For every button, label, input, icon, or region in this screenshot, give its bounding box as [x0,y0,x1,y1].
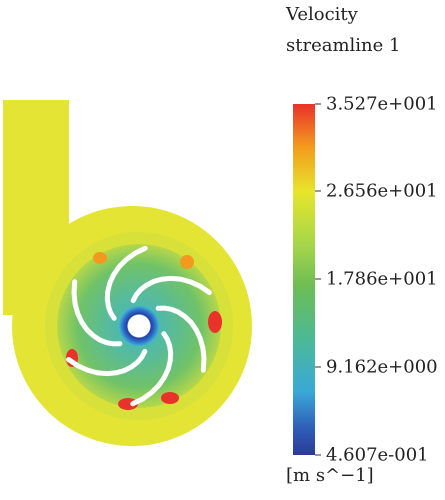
impeller-blade [155,305,207,373]
impeller-blade [104,245,148,321]
impeller-blade [130,331,174,407]
tip-velocity-spots [66,252,222,410]
tip-spot [208,311,222,333]
colorbar-tick-label: 2.656e+001 [326,180,438,202]
colorbar-tick-label: 1.786e+001 [326,268,438,290]
impeller-hub [119,306,159,346]
legend-unit: [m s^−1] [286,465,374,486]
tip-spot [161,392,179,404]
impeller-blade [71,279,123,347]
impeller-blades [66,245,212,407]
impeller-blade [66,348,148,377]
impeller-blade [130,275,212,304]
colorbar-tick-label-max: 3.527e+001 [326,93,438,115]
colorbar [293,104,315,455]
impeller [57,244,222,410]
colorbar-ticks [315,103,321,456]
legend-title-line2: streamline 1 [286,35,401,56]
tip-spot [180,255,194,269]
legend-title-line1: Velocity [286,4,358,25]
colorbar-tick-label-min: 4.607e-001 [326,444,429,466]
colorbar-tick-label: 9.162e+000 [326,356,438,378]
tip-spot [93,252,107,264]
